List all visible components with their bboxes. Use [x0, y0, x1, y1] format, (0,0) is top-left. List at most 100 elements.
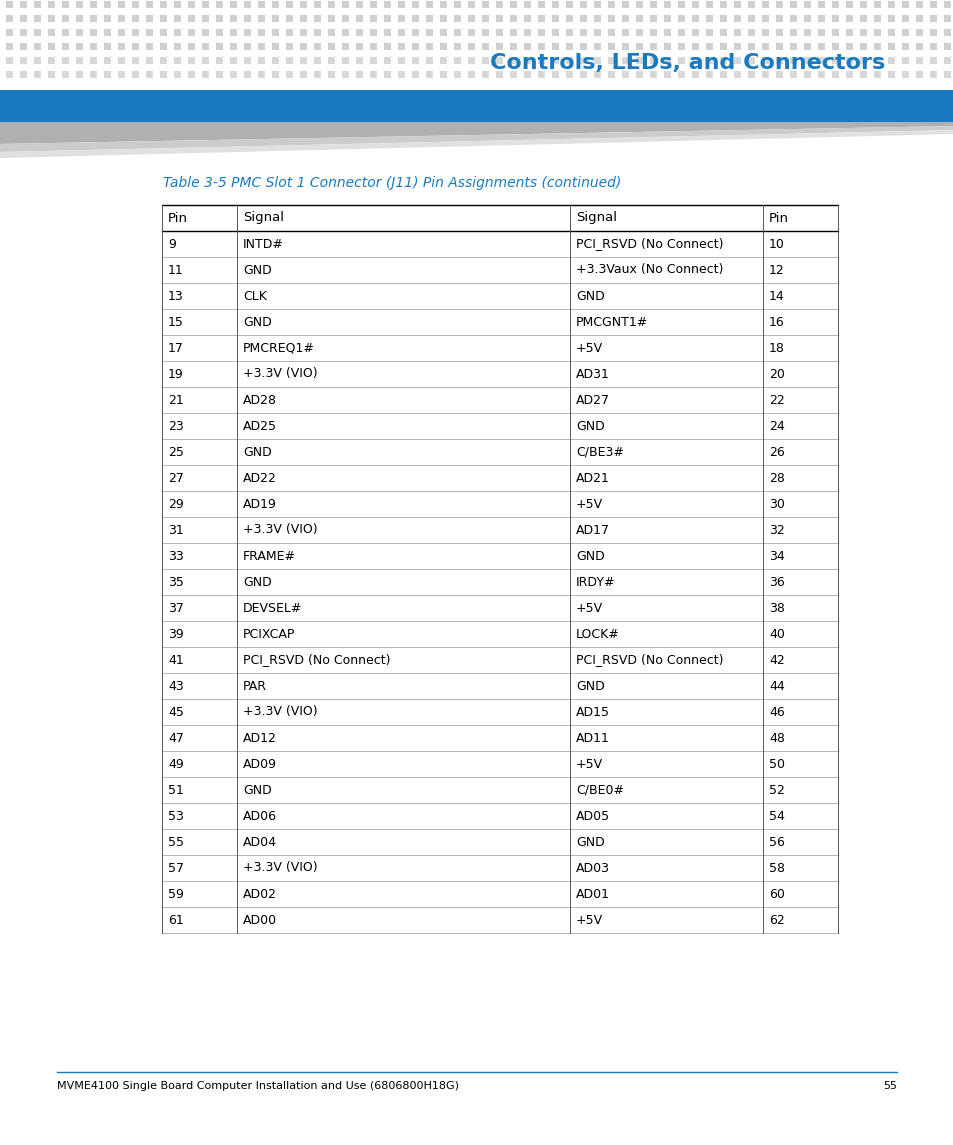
Bar: [663, 71, 670, 78]
Bar: [328, 1, 335, 8]
Bar: [621, 1, 628, 8]
Bar: [496, 44, 502, 50]
Bar: [215, 71, 223, 78]
Bar: [412, 57, 418, 64]
Bar: [76, 44, 83, 50]
Bar: [439, 71, 447, 78]
Bar: [426, 1, 433, 8]
Bar: [202, 71, 209, 78]
Text: 11: 11: [168, 263, 184, 276]
Bar: [299, 44, 307, 50]
Bar: [663, 29, 670, 35]
Bar: [481, 15, 489, 22]
Text: PMCREQ1#: PMCREQ1#: [243, 341, 314, 355]
Bar: [649, 29, 657, 35]
Text: +3.3V (VIO): +3.3V (VIO): [243, 368, 317, 380]
Bar: [929, 15, 936, 22]
Bar: [552, 71, 558, 78]
Bar: [579, 15, 586, 22]
Bar: [705, 15, 712, 22]
Bar: [132, 29, 139, 35]
Bar: [162, 205, 837, 933]
Bar: [649, 1, 657, 8]
Bar: [173, 29, 181, 35]
Bar: [328, 29, 335, 35]
Bar: [803, 44, 810, 50]
Text: 61: 61: [168, 914, 184, 926]
Bar: [6, 57, 13, 64]
Bar: [244, 29, 251, 35]
Bar: [160, 1, 167, 8]
Bar: [215, 1, 223, 8]
Bar: [34, 71, 41, 78]
Bar: [104, 57, 111, 64]
Text: 48: 48: [768, 732, 784, 744]
Text: AD00: AD00: [243, 914, 276, 926]
Bar: [20, 44, 27, 50]
Text: 58: 58: [768, 861, 784, 875]
Bar: [775, 44, 782, 50]
Bar: [188, 29, 194, 35]
Bar: [468, 57, 475, 64]
Bar: [299, 57, 307, 64]
Bar: [468, 44, 475, 50]
Bar: [132, 57, 139, 64]
Text: FRAME#: FRAME#: [243, 550, 295, 562]
Bar: [915, 44, 923, 50]
Bar: [412, 44, 418, 50]
Bar: [481, 1, 489, 8]
Bar: [215, 57, 223, 64]
Bar: [62, 1, 69, 8]
Bar: [146, 15, 152, 22]
Bar: [537, 44, 544, 50]
Text: 17: 17: [168, 341, 184, 355]
Bar: [299, 1, 307, 8]
Text: AD03: AD03: [576, 861, 609, 875]
Text: AD01: AD01: [576, 887, 609, 900]
Bar: [552, 15, 558, 22]
Bar: [579, 1, 586, 8]
Bar: [272, 57, 278, 64]
Bar: [272, 44, 278, 50]
Bar: [118, 44, 125, 50]
Text: MVME4100 Single Board Computer Installation and Use (6806800H18G): MVME4100 Single Board Computer Installat…: [57, 1081, 458, 1091]
Bar: [146, 1, 152, 8]
Bar: [705, 1, 712, 8]
Text: 56: 56: [768, 836, 784, 848]
Bar: [943, 29, 950, 35]
Text: DEVSEL#: DEVSEL#: [243, 601, 302, 615]
Bar: [230, 44, 236, 50]
Bar: [859, 15, 866, 22]
Bar: [943, 71, 950, 78]
Bar: [370, 15, 376, 22]
Text: 32: 32: [768, 523, 784, 537]
Bar: [915, 57, 923, 64]
Bar: [817, 29, 824, 35]
Bar: [803, 29, 810, 35]
Bar: [132, 15, 139, 22]
Bar: [412, 1, 418, 8]
Bar: [341, 15, 349, 22]
Text: 15: 15: [168, 316, 184, 329]
Bar: [943, 15, 950, 22]
Bar: [873, 15, 880, 22]
Text: Pin: Pin: [168, 212, 188, 224]
Bar: [720, 57, 726, 64]
Bar: [202, 29, 209, 35]
Bar: [160, 29, 167, 35]
Text: 44: 44: [768, 679, 784, 693]
Bar: [747, 1, 754, 8]
Text: +5V: +5V: [576, 497, 602, 511]
Text: GND: GND: [243, 576, 272, 589]
Bar: [34, 1, 41, 8]
Bar: [845, 57, 852, 64]
Bar: [649, 15, 657, 22]
Bar: [272, 15, 278, 22]
Polygon shape: [0, 131, 953, 158]
Bar: [286, 71, 293, 78]
Text: AD22: AD22: [243, 472, 276, 484]
Text: 21: 21: [168, 394, 184, 406]
Text: 34: 34: [768, 550, 784, 562]
Bar: [607, 71, 615, 78]
Text: AD19: AD19: [243, 497, 276, 511]
